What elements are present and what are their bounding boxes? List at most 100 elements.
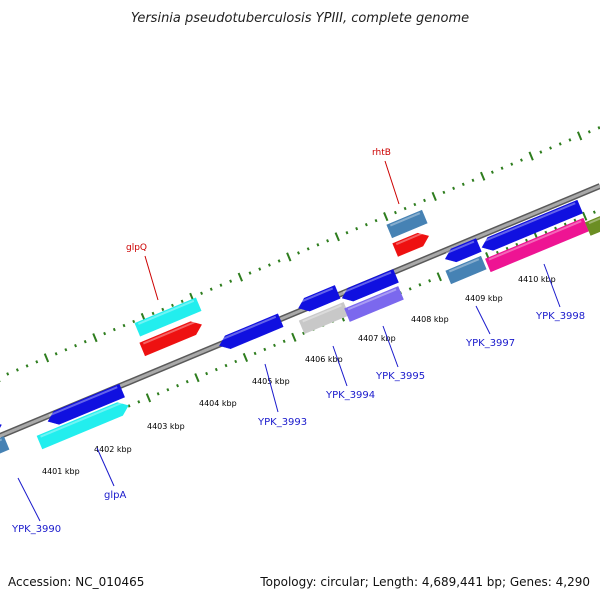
gene-label-leader (382, 325, 399, 368)
outer-tick-mark (277, 259, 281, 263)
gene-arrow-highlight (488, 220, 582, 261)
outer-tick-mark (161, 307, 165, 312)
inner-tick-mark (544, 230, 548, 235)
gene-arrow-highlight (445, 240, 475, 255)
rhtB-arrow (392, 231, 429, 257)
gene-arrow-highlight (588, 214, 600, 225)
outer-tick-mark (334, 232, 340, 242)
scale-label: 4402 kbp (94, 445, 132, 454)
inner-tick-mark (194, 373, 200, 383)
outer-tick-mark (528, 151, 534, 161)
outer-tick-mark (480, 171, 486, 181)
inner-tick-mark (263, 347, 267, 352)
inner-tick-mark (137, 400, 141, 404)
outer-tick-mark (219, 283, 223, 287)
inner-tick-mark (302, 331, 306, 335)
gene-arrow-highlight (137, 299, 195, 325)
outer-tick-mark (35, 360, 39, 364)
inner-tick-mark (428, 279, 432, 283)
outer-tick-mark (248, 271, 252, 275)
gene-label-leader (264, 363, 279, 413)
genome-stats-label: Topology: circular; Length: 4,689,441 bp… (259, 575, 590, 589)
gene-label-rhtb: rhtB (372, 148, 391, 158)
inner-tick-mark (582, 211, 588, 221)
outer-tick-mark (383, 212, 389, 222)
gene-arrow-body (481, 199, 583, 251)
outer-tick-mark (442, 190, 446, 195)
YPK_3998-arrow (481, 199, 583, 251)
outer-tick-mark (171, 303, 174, 308)
outer-tick-mark (286, 252, 292, 262)
outer-tick-mark (576, 131, 583, 141)
outer-tick-mark (209, 287, 213, 291)
gene-label-leader (17, 477, 41, 522)
gene-arrow-body (584, 212, 600, 236)
gene-label-leader (96, 447, 115, 487)
scale-label: 4403 kbp (147, 422, 185, 431)
gene-arrow-highlight (302, 304, 342, 323)
outer-tick-mark (587, 130, 591, 134)
inner-tick-mark (214, 367, 218, 372)
gene-label-leader (332, 345, 348, 387)
gene-arrow-highlight (395, 231, 425, 246)
glpA-arrow (47, 383, 125, 425)
YPK_3997-arrow (445, 255, 487, 285)
inner-tick-mark (224, 363, 228, 368)
outer-tick-mark (510, 162, 514, 166)
gene-arrow-highlight (219, 315, 277, 341)
YPK_3997-arrow (445, 238, 482, 263)
scale-label: 4406 kbp (305, 355, 343, 364)
gene-labels: glpQrhtBglpAYPK_3990YPK_3993YPK_3994YPK_… (11, 148, 585, 535)
inner-tick-mark (408, 287, 412, 291)
accession-label: Accession: NC_010465 (8, 575, 144, 589)
outer-tick-mark (103, 331, 107, 336)
gene-arrow-body (386, 209, 428, 239)
outer-tick-mark (558, 142, 562, 146)
outer-tick-mark (452, 186, 456, 191)
outer-tick-track (0, 126, 600, 383)
gene-arrow-body (445, 255, 487, 285)
scale-label: 4401 kbp (42, 467, 80, 476)
outer-tick-mark (83, 340, 87, 344)
gene-label-ypk-3995: YPK_3995 (375, 371, 425, 382)
outer-tick-mark (43, 353, 50, 363)
outer-tick-mark (64, 348, 68, 352)
rhtB-arrow (386, 209, 428, 239)
glpQ-arrow (134, 297, 202, 337)
gene-arrow-body (36, 402, 129, 450)
inner-tick-mark (234, 359, 238, 364)
outer-tick-mark (180, 299, 184, 304)
outer-tick-mark (461, 182, 465, 186)
outer-tick-mark (364, 222, 368, 227)
gene-arrow-body (134, 297, 202, 337)
scale-label: 4409 kbp (465, 294, 503, 303)
gene-arrow (0, 436, 10, 476)
gene-arrow-highlight (48, 386, 118, 417)
inner-tick-mark (282, 339, 286, 344)
outer-tick-mark (200, 291, 204, 295)
outer-tick-mark (132, 319, 136, 324)
outer-tick-mark (92, 333, 98, 343)
gene-arrow-highlight (142, 320, 198, 345)
inner-tick-mark (563, 222, 567, 226)
inner-tick-mark (495, 250, 499, 255)
inner-tick-mark (505, 246, 509, 251)
gene-label-leader (475, 305, 491, 335)
inner-tick-mark (573, 218, 577, 222)
gene-arrow-body (139, 321, 202, 357)
inner-tick-mark (127, 404, 131, 408)
outer-tick-mark (597, 126, 600, 130)
gene-label-ypk-3998: YPK_3998 (535, 311, 585, 322)
outer-tick-mark (393, 210, 397, 215)
inner-tick-mark (185, 380, 189, 384)
outer-tick-mark (15, 368, 19, 372)
scale-label: 4410 kbp (518, 275, 556, 284)
gene-arrow-body (219, 313, 284, 349)
gene-arrow-highlight (299, 287, 334, 304)
outer-tick-mark (306, 247, 310, 251)
outer-tick-mark (403, 206, 407, 211)
gene-arrow-highlight (389, 212, 421, 227)
gene-label-leader (384, 160, 400, 205)
gene-arrow (584, 212, 600, 236)
outer-tick-mark (413, 202, 417, 207)
